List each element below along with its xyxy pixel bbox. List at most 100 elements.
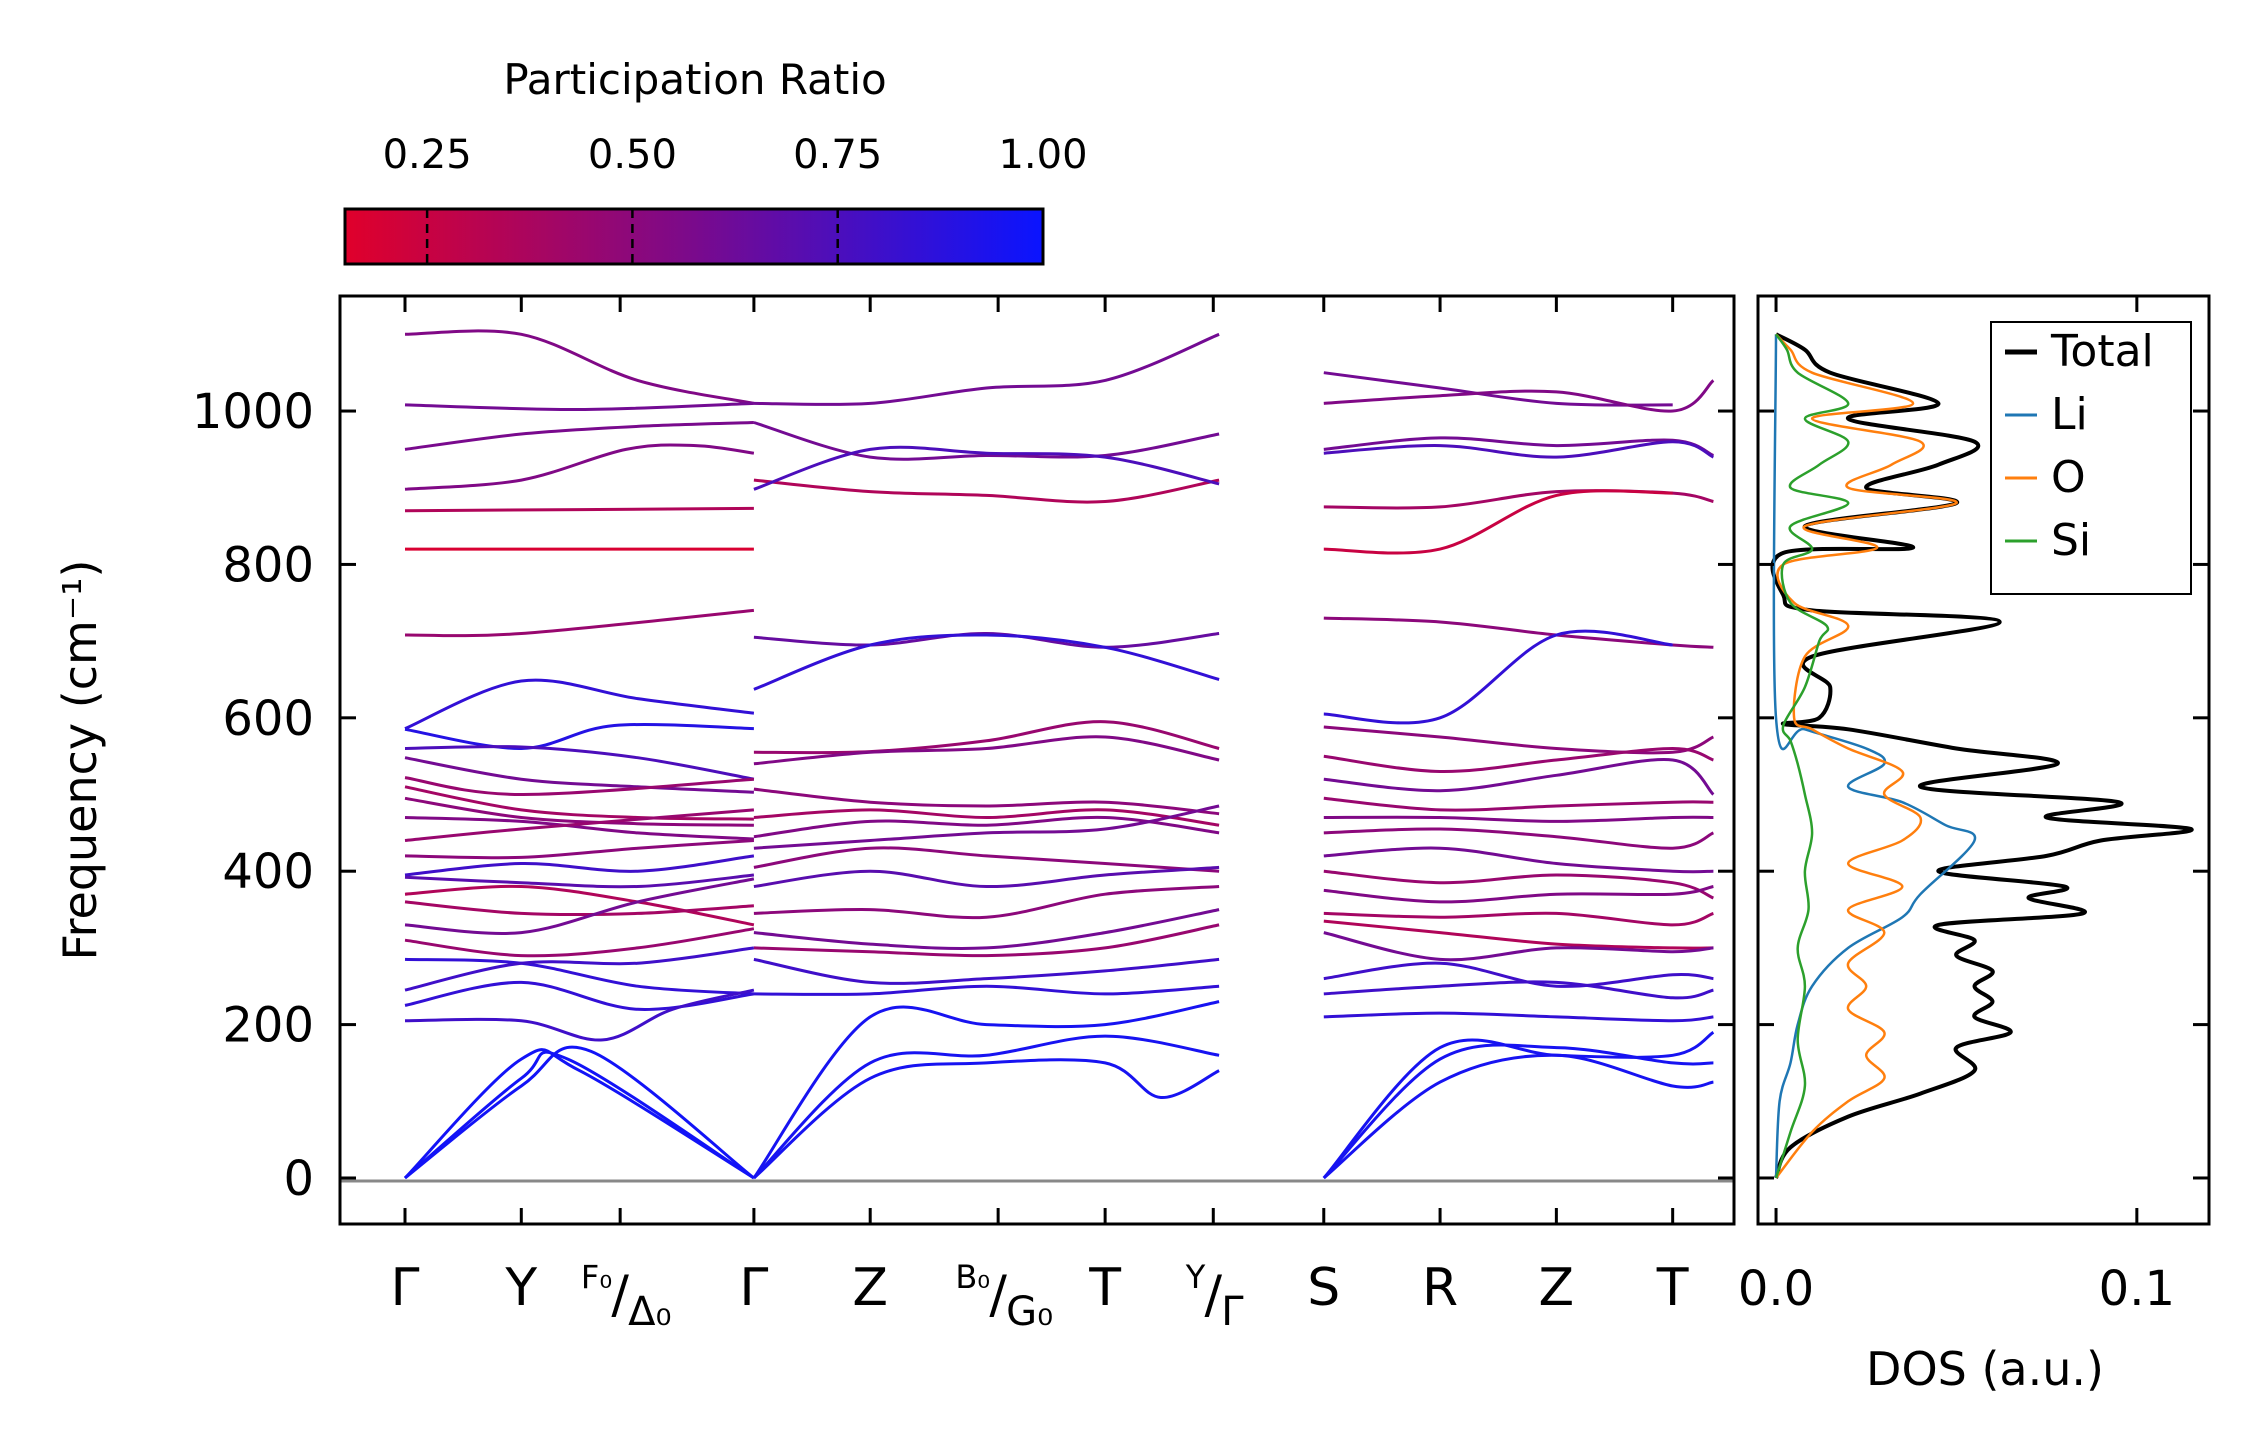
kpoint-label-slash: / (611, 1265, 629, 1325)
dos-axes: 0.0 0.1 (1738, 296, 2209, 1317)
kpoint-label-sup: B₀ (955, 1258, 990, 1296)
frequency-tick-label: 600 (222, 691, 314, 747)
kpoint-label-sub: G₀ (1006, 1289, 1053, 1335)
phonon-band (1323, 796, 1714, 812)
phonon-band (404, 329, 755, 405)
kpoint-label: Y (504, 1258, 537, 1318)
phonon-band (752, 1000, 1220, 1179)
kpoint-label: R (1422, 1258, 1458, 1318)
phonon-band (404, 877, 755, 935)
phonon-band (1323, 911, 1714, 927)
phonon-band (404, 608, 755, 638)
phonon-band (753, 865, 1220, 889)
frequency-axis-label: Frequency (cm⁻¹) (53, 560, 107, 961)
phonon-band (1322, 1053, 1714, 1180)
frequency-tick-label: 1000 (192, 384, 314, 440)
dos-panel: 0.0 0.1 DOS (a.u.) Total Li O Si (1738, 294, 2211, 1396)
phonon-band (753, 804, 1220, 850)
kpoint-label-sup: F₀ (581, 1258, 612, 1296)
phonon-band (404, 776, 754, 797)
colorbar-tick-label: 0.75 (793, 132, 882, 178)
kpoint-label: Γ (391, 1258, 420, 1318)
phonon-band (1323, 827, 1715, 850)
dos-curves (1770, 332, 2194, 1179)
phonon-band (404, 980, 755, 1011)
phonon-band (404, 785, 754, 821)
phonon-band (1323, 440, 1715, 459)
phonon-band (1323, 931, 1714, 962)
phonon-band (404, 808, 755, 842)
phonon-band (404, 957, 755, 996)
phonon-band (1323, 869, 1715, 900)
colorbar: Participation Ratio 0.25 0.50 0.75 1.00 (343, 55, 1088, 266)
dos-curve-li (1772, 334, 1977, 1179)
phonon-band (1323, 919, 1714, 950)
kpath-axis: Γ Y F₀ / Δ₀ Γ Z B₀ / G₀ T Y / Γ S R Z T (391, 296, 1689, 1335)
kpoint-label-slash: / (1205, 1265, 1223, 1325)
kpoint-label-sup: Y (1185, 1258, 1206, 1296)
phonon-band (404, 678, 755, 730)
phonon-band (404, 988, 755, 1042)
phonon-band (404, 723, 754, 751)
kpoint-label: Z (1539, 1258, 1575, 1318)
phonon-band (1323, 758, 1715, 796)
kpoint-label: T (1088, 1258, 1121, 1318)
legend-label-o: O (2051, 452, 2086, 503)
dos-tick-label: 0.0 (1738, 1261, 1814, 1317)
phonon-band (404, 796, 754, 827)
legend-label-total: Total (2050, 326, 2154, 377)
dos-tick-label: 0.1 (2099, 1261, 2175, 1317)
phonon-band (404, 873, 755, 889)
phonon-band (753, 787, 1220, 816)
phonon-band (404, 745, 755, 781)
phonon-band (1323, 629, 1673, 725)
band-plot-frame (338, 294, 1736, 1226)
kpoint-label: S (1307, 1258, 1340, 1318)
kpoint-label: Γ (739, 1258, 768, 1318)
phonon-band (404, 854, 755, 877)
phonon-band (1323, 489, 1714, 510)
phonon-band (753, 957, 1220, 985)
phonon-band (404, 401, 754, 412)
phonon-band (753, 421, 1220, 461)
phonon-band (1323, 815, 1714, 823)
kpoint-label-sub: Γ (1221, 1289, 1244, 1335)
frequency-tick-label: 400 (222, 844, 314, 900)
kpoint-label: Z (852, 1258, 888, 1318)
phonon-band (404, 443, 755, 491)
phonon-band (753, 984, 1220, 996)
phonon-band (404, 421, 754, 451)
phonon-band (1323, 379, 1715, 413)
phonon-band (404, 506, 754, 513)
dos-legend-box (1990, 321, 2192, 595)
phonon-bands (403, 329, 1715, 1180)
colorbar-gradient (343, 207, 1045, 266)
phonon-band (753, 445, 1220, 491)
phonon-band (1323, 725, 1715, 755)
phonon-band (1323, 980, 1714, 1000)
legend-label-li: Li (2051, 389, 2088, 440)
phonon-band (753, 885, 1220, 920)
phonon-band (404, 927, 755, 958)
phonon-band (1322, 1043, 1714, 1180)
kpoint-label-slash: / (989, 1265, 1007, 1325)
dos-axis-label: DOS (a.u.) (1866, 1342, 2104, 1396)
phonon-band (753, 846, 1220, 873)
phonon-band (753, 908, 1220, 950)
dos-plot-frame (1756, 294, 2211, 1226)
phonon-band (404, 1050, 755, 1180)
frequency-tick-label: 800 (222, 537, 314, 593)
phonon-band (1323, 616, 1714, 649)
phonon-band (404, 946, 755, 992)
phonon-band (404, 900, 755, 917)
colorbar-tick-label: 1.00 (998, 132, 1087, 178)
phonon-band (403, 1048, 755, 1180)
phonon-band (404, 816, 754, 841)
phonon-band (404, 884, 755, 927)
frequency-tick-label: 0 (283, 1151, 314, 1207)
phonon-band (1322, 1030, 1715, 1179)
phonon-band (1323, 885, 1714, 904)
legend-label-si: Si (2051, 515, 2091, 566)
phonon-band (753, 735, 1220, 766)
